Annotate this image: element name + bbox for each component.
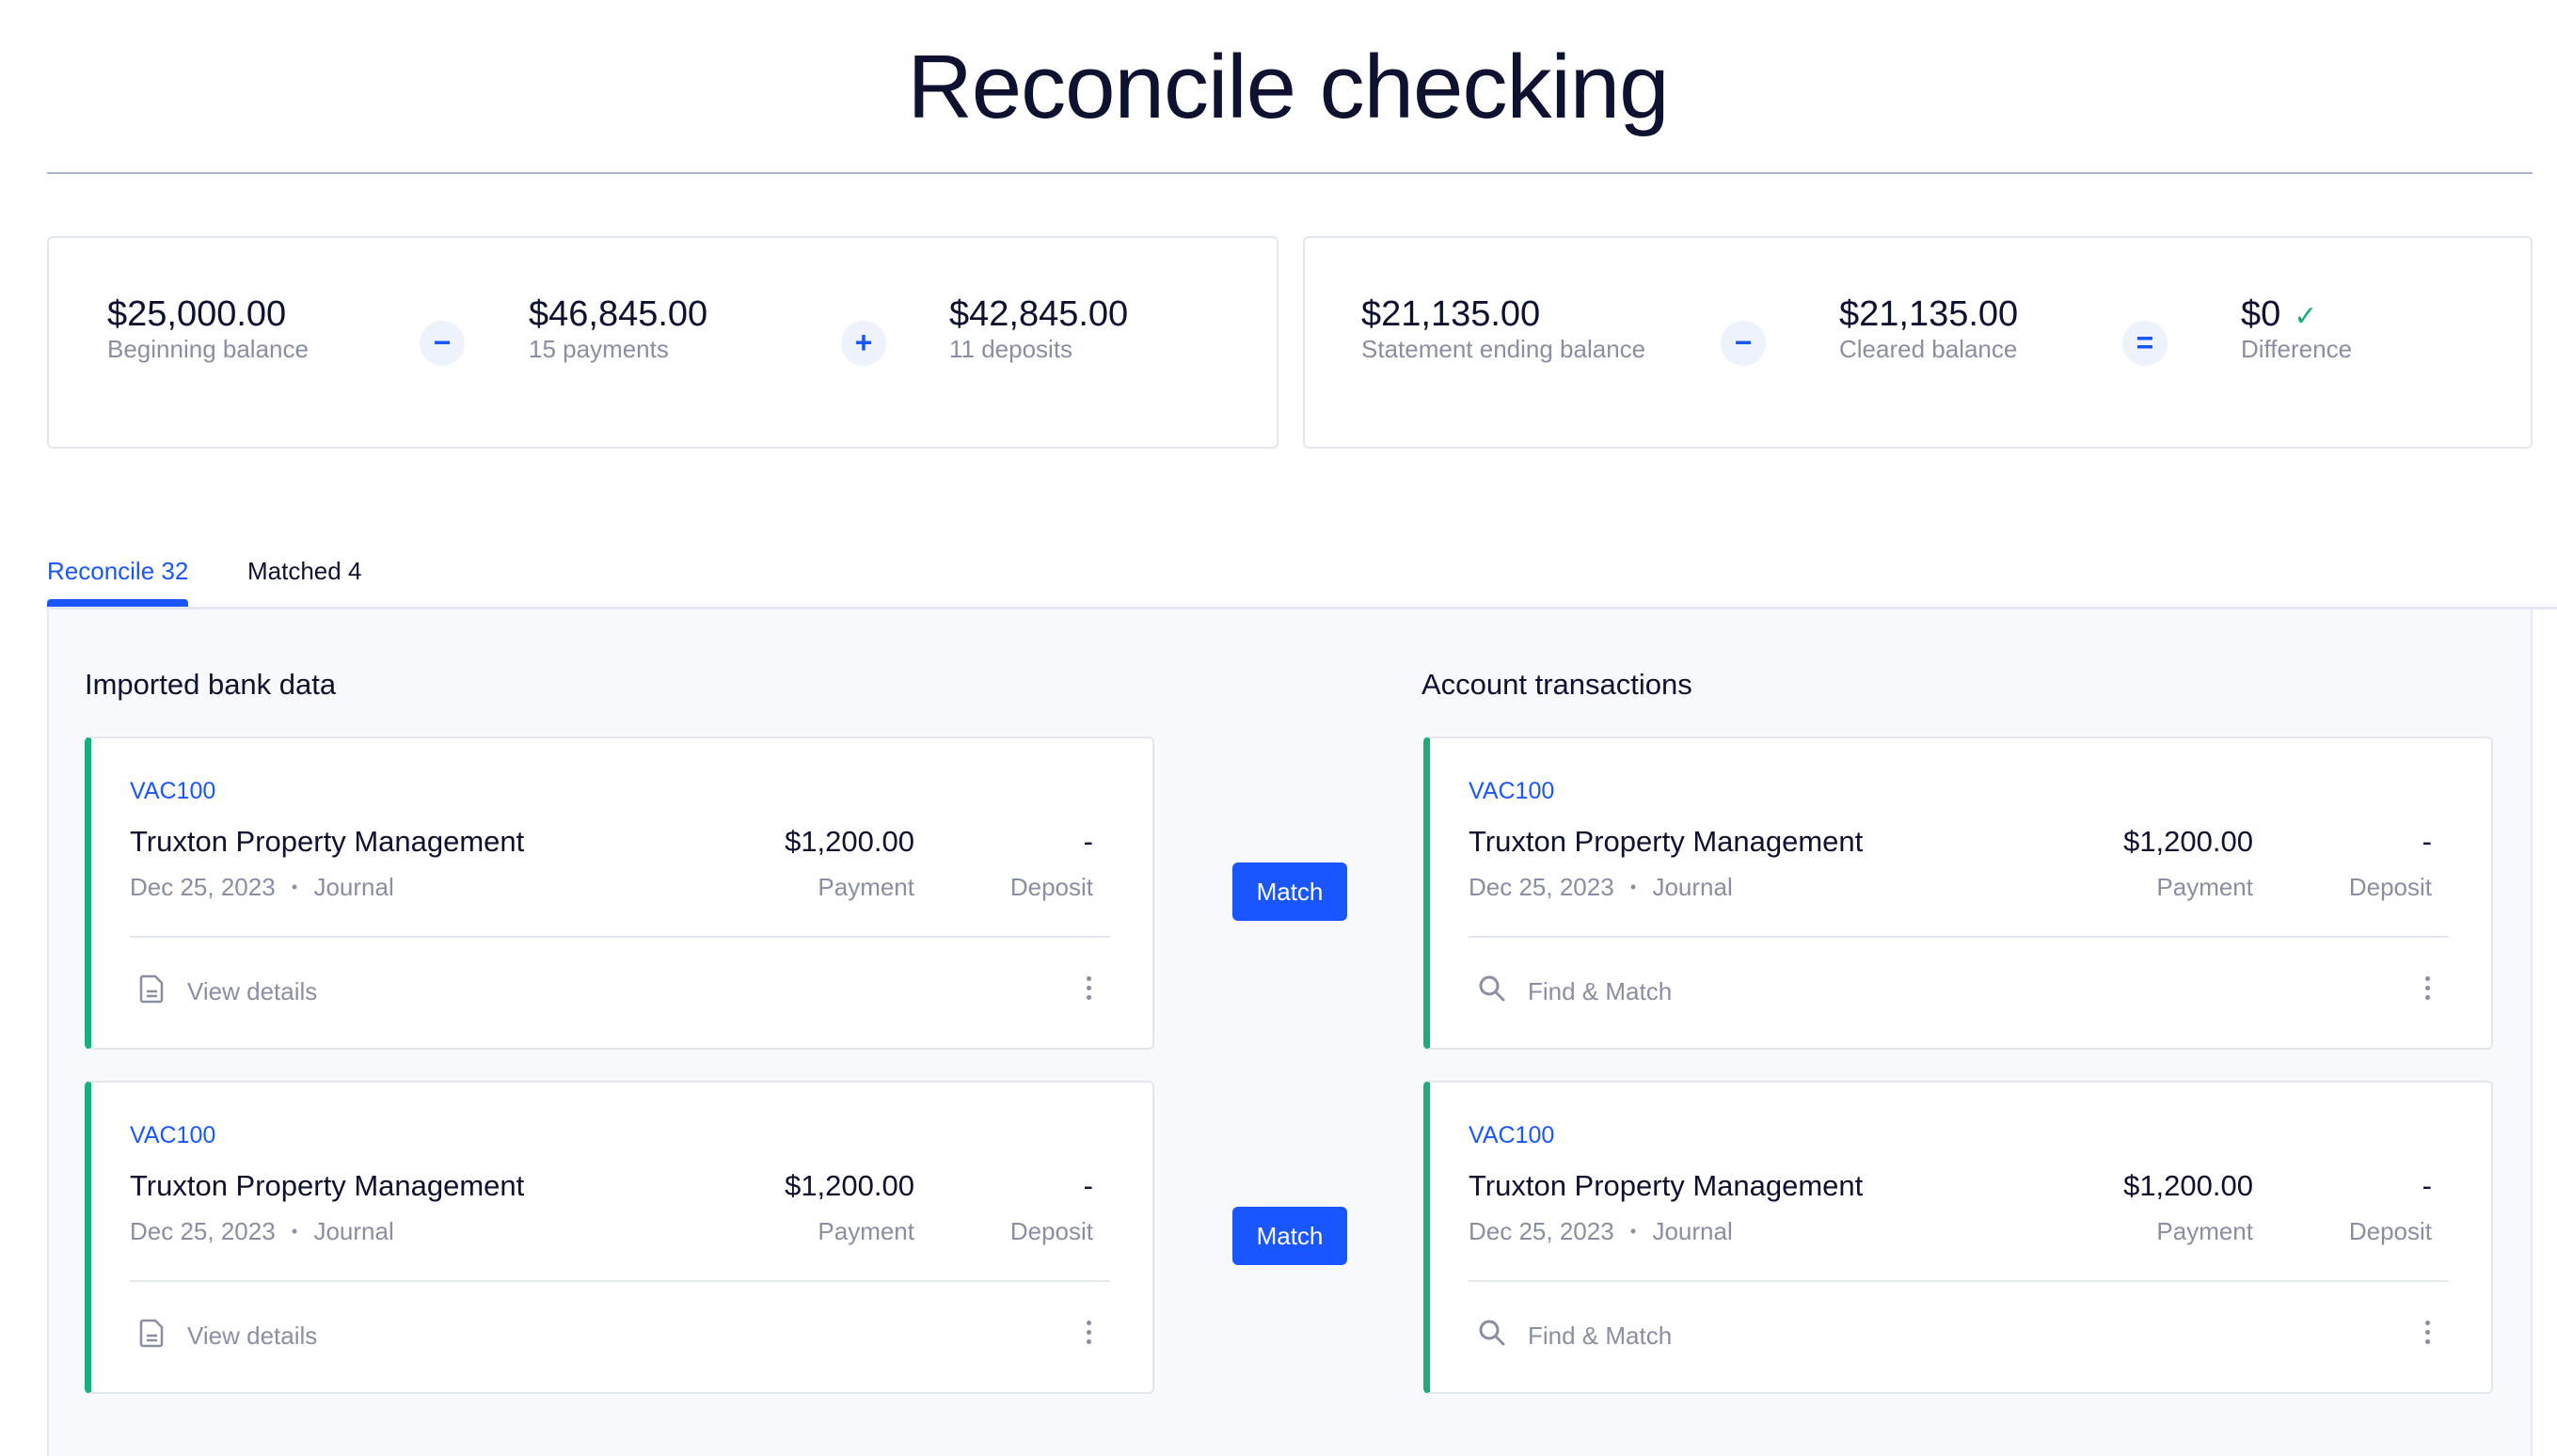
transaction-date: Dec 25, 2023 xyxy=(1469,873,1614,901)
imported-bank-data-heading: Imported bank data xyxy=(85,668,337,701)
view-details-button[interactable]: View details xyxy=(138,1318,317,1354)
transaction-type: Journal xyxy=(1652,1217,1733,1245)
account-transaction-card: VAC100 Truxton Property Management $1,20… xyxy=(1423,1081,2493,1394)
difference-amount: $0 xyxy=(2241,294,2281,334)
payments-amount: $46,845.00 xyxy=(529,294,708,334)
active-tab-indicator xyxy=(47,599,188,607)
payee-name: Truxton Property Management xyxy=(130,825,525,858)
payment-amount: $1,200.00 xyxy=(2123,1169,2253,1202)
transaction-type: Journal xyxy=(313,1217,394,1245)
find-and-match-button[interactable]: Find & Match xyxy=(1477,1318,1672,1354)
deposit-label: Deposit xyxy=(1009,873,1093,901)
reference-code: VAC100 xyxy=(1469,1122,1555,1148)
document-icon xyxy=(138,1318,167,1354)
payment-label: Payment xyxy=(2156,873,2253,901)
balance-summary-card: $25,000.00 Beginning balance − $46,845.00… xyxy=(47,236,1278,449)
payment-amount: $1,200.00 xyxy=(2123,825,2253,858)
bank-transaction-card: VAC100 Truxton Property Management $1,20… xyxy=(85,736,1154,1050)
payment-amount: $1,200.00 xyxy=(785,825,914,858)
card-divider xyxy=(130,1280,1110,1282)
separator-dot: • xyxy=(291,878,298,896)
separator-dot: • xyxy=(1629,1222,1637,1241)
reference-code: VAC100 xyxy=(130,1122,216,1148)
minus-icon: − xyxy=(1721,321,1766,366)
payment-label: Payment xyxy=(2156,1217,2253,1245)
difference-summary-card: $21,135.00 Statement ending balance − $21… xyxy=(1303,236,2533,449)
statement-ending-balance-label: Statement ending balance xyxy=(1361,335,1646,363)
title-divider xyxy=(47,172,2533,174)
more-options-icon[interactable] xyxy=(1083,1318,1094,1348)
deposit-label: Deposit xyxy=(2348,873,2432,901)
transaction-type: Journal xyxy=(313,873,394,901)
action-label: Find & Match xyxy=(1528,977,1673,1005)
statement-ending-balance-amount: $21,135.00 xyxy=(1361,294,1541,334)
separator-dot: • xyxy=(1629,878,1637,896)
deposit-amount: - xyxy=(1083,1169,1093,1202)
search-icon xyxy=(1477,1318,1507,1354)
payments-label: 15 payments xyxy=(529,335,669,363)
page-title: Reconcile checking xyxy=(907,37,1669,137)
tab-reconcile[interactable]: Reconcile 32 xyxy=(47,557,189,585)
cleared-balance-amount: $21,135.00 xyxy=(1839,294,2019,334)
transaction-date: Dec 25, 2023 xyxy=(130,873,276,901)
match-button[interactable]: Match xyxy=(1232,863,1347,921)
bank-transaction-card: VAC100 Truxton Property Management $1,20… xyxy=(85,1081,1154,1394)
tab-matched[interactable]: Matched 4 xyxy=(247,557,362,585)
card-divider xyxy=(1469,936,2449,938)
beginning-balance-amount: $25,000.00 xyxy=(107,294,287,334)
transaction-date: Dec 25, 2023 xyxy=(1469,1217,1614,1245)
deposits-label: 11 deposits xyxy=(949,335,1073,363)
deposit-amount: - xyxy=(1083,825,1093,858)
payee-name: Truxton Property Management xyxy=(1469,1169,1864,1202)
search-icon xyxy=(1477,973,1507,1010)
transaction-date: Dec 25, 2023 xyxy=(130,1217,276,1245)
cleared-balance-label: Cleared balance xyxy=(1839,335,2018,363)
check-icon: ✓ xyxy=(2294,301,2318,332)
payee-name: Truxton Property Management xyxy=(130,1169,525,1202)
separator-dot: • xyxy=(291,1222,298,1241)
document-icon xyxy=(138,973,167,1010)
deposit-label: Deposit xyxy=(2348,1217,2432,1245)
payment-label: Payment xyxy=(818,1217,914,1245)
view-details-button[interactable]: View details xyxy=(138,973,317,1010)
payee-name: Truxton Property Management xyxy=(1469,825,1864,858)
payment-amount: $1,200.00 xyxy=(785,1169,914,1202)
tab-bar-border xyxy=(47,607,2557,609)
more-options-icon[interactable] xyxy=(1083,973,1094,1004)
reference-code: VAC100 xyxy=(130,778,216,804)
minus-icon: − xyxy=(420,321,465,366)
payment-label: Payment xyxy=(818,873,914,901)
deposit-amount: - xyxy=(2422,1169,2432,1202)
match-button[interactable]: Match xyxy=(1232,1207,1347,1265)
card-divider xyxy=(1469,1280,2449,1282)
equals-icon: = xyxy=(2122,321,2168,366)
find-and-match-button[interactable]: Find & Match xyxy=(1477,973,1672,1010)
account-transactions-heading: Account transactions xyxy=(1421,668,1692,701)
reference-code: VAC100 xyxy=(1469,778,1555,804)
difference-label: Difference xyxy=(2241,335,2353,363)
deposit-label: Deposit xyxy=(1009,1217,1093,1245)
deposits-amount: $42,845.00 xyxy=(949,294,1129,334)
plus-icon: + xyxy=(841,321,886,366)
card-divider xyxy=(130,936,1110,938)
deposit-amount: - xyxy=(2422,825,2432,858)
transaction-type: Journal xyxy=(1652,873,1733,901)
action-label: Find & Match xyxy=(1528,1321,1673,1350)
action-label: View details xyxy=(187,977,318,1005)
more-options-icon[interactable] xyxy=(2422,973,2433,1004)
account-transaction-card: VAC100 Truxton Property Management $1,20… xyxy=(1423,736,2493,1050)
more-options-icon[interactable] xyxy=(2422,1318,2433,1348)
beginning-balance-label: Beginning balance xyxy=(107,335,309,363)
action-label: View details xyxy=(187,1321,318,1350)
